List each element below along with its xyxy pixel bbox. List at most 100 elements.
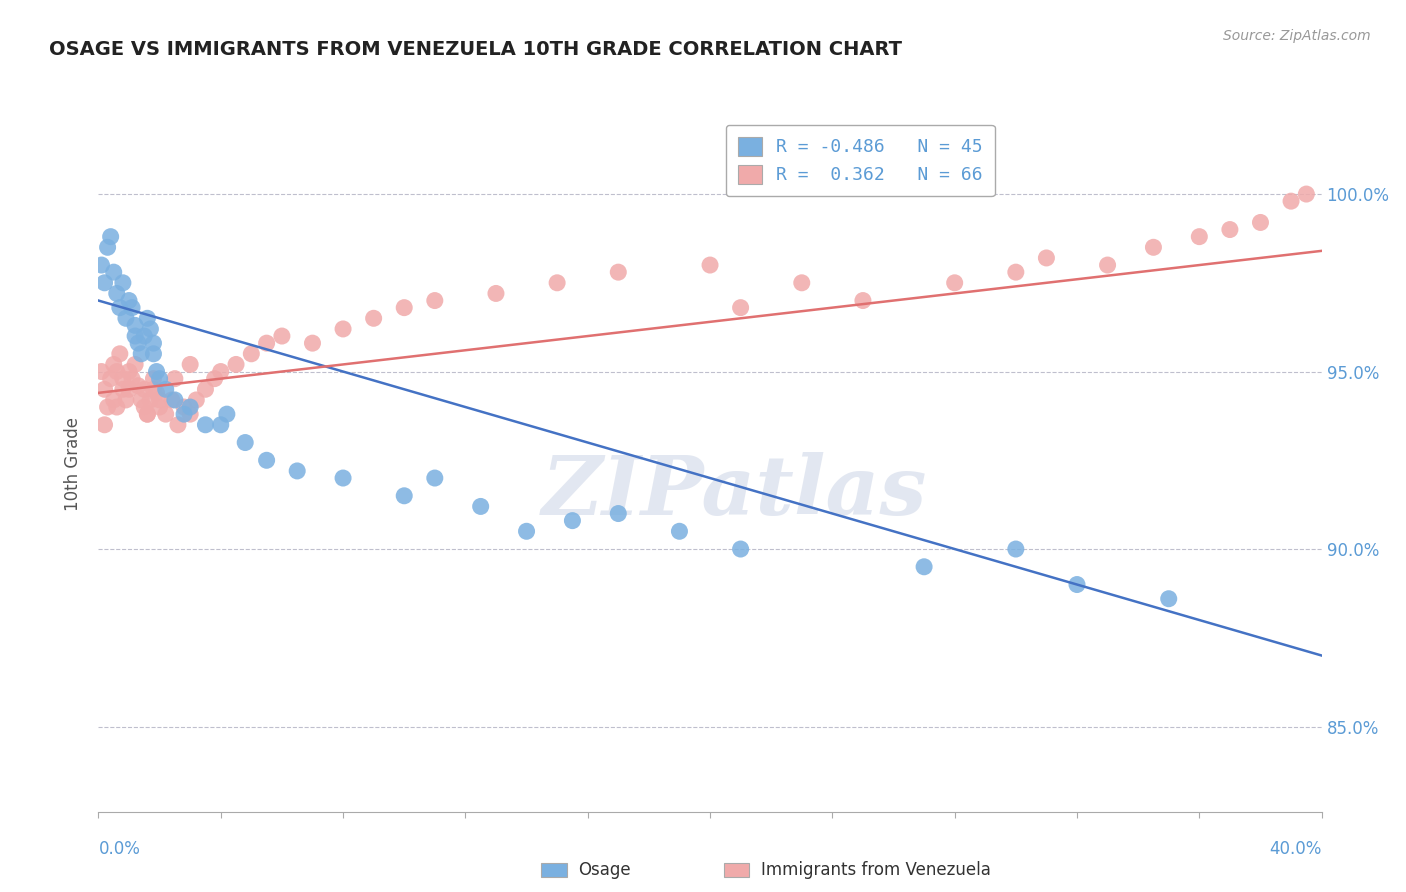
Point (118, 365, 141, 379)
Point (108, 347, 131, 361)
Point (115, 311, 138, 326)
Point (111, 371, 134, 385)
Y-axis label: 10th Grade: 10th Grade (65, 417, 83, 511)
Text: OSAGE VS IMMIGRANTS FROM VENEZUELA 10TH GRADE CORRELATION CHART: OSAGE VS IMMIGRANTS FROM VENEZUELA 10TH … (49, 40, 903, 59)
Point (179, 358, 201, 372)
Point (1279, 194, 1302, 209)
Point (124, 318, 146, 333)
Point (155, 407, 177, 421)
Point (852, 293, 875, 308)
Point (516, 524, 538, 539)
Point (204, 371, 226, 385)
Text: Immigrants from Venezuela: Immigrants from Venezuela (761, 861, 990, 879)
Point (1157, 591, 1180, 606)
Point (1066, 577, 1088, 591)
Point (93, 417, 115, 432)
Point (134, 400, 156, 414)
Point (93, 276, 115, 290)
Point (121, 371, 143, 385)
Point (607, 507, 630, 521)
Point (301, 336, 323, 351)
Text: 0.0%: 0.0% (98, 839, 141, 857)
Point (108, 301, 131, 315)
Point (209, 365, 232, 379)
Point (225, 358, 247, 372)
Point (392, 301, 416, 315)
Point (129, 347, 152, 361)
Point (699, 258, 721, 272)
Point (392, 489, 416, 503)
Point (1188, 229, 1211, 244)
Point (145, 385, 167, 400)
Point (136, 311, 159, 326)
Point (1004, 265, 1026, 279)
Point (470, 500, 492, 514)
Point (363, 311, 385, 326)
Point (97, 240, 120, 254)
Point (90, 365, 112, 379)
Point (111, 382, 134, 396)
Point (943, 276, 966, 290)
Point (115, 392, 138, 407)
Point (215, 407, 238, 421)
Point (124, 358, 146, 372)
Point (194, 417, 217, 432)
Point (103, 265, 125, 279)
Text: ZIPatlas: ZIPatlas (541, 451, 927, 532)
Point (118, 293, 141, 308)
Point (240, 347, 263, 361)
Point (332, 322, 354, 336)
Point (790, 276, 813, 290)
Point (173, 400, 195, 414)
Point (423, 471, 446, 485)
Point (607, 265, 630, 279)
Point (160, 392, 183, 407)
Point (93, 382, 115, 396)
Point (127, 336, 149, 351)
Point (97, 400, 120, 414)
Point (730, 301, 752, 315)
Point (149, 400, 172, 414)
Point (546, 276, 568, 290)
Point (129, 392, 152, 407)
Point (332, 471, 354, 485)
Point (100, 371, 122, 385)
Point (186, 392, 208, 407)
Legend: R = -0.486   N = 45, R =  0.362   N = 66: R = -0.486 N = 45, R = 0.362 N = 66 (725, 125, 995, 196)
Point (134, 329, 156, 343)
Point (155, 382, 177, 396)
Point (163, 392, 186, 407)
Point (1295, 187, 1317, 202)
Point (209, 417, 232, 432)
Point (142, 371, 165, 385)
Point (256, 453, 278, 467)
Point (1035, 251, 1057, 265)
Point (912, 559, 935, 574)
Point (134, 382, 156, 396)
Point (163, 371, 186, 385)
Point (90, 258, 112, 272)
Point (103, 392, 125, 407)
Point (142, 347, 165, 361)
Point (105, 400, 128, 414)
Point (142, 382, 165, 396)
Point (167, 417, 190, 432)
Point (285, 464, 308, 478)
Point (111, 276, 134, 290)
Point (103, 358, 125, 372)
Point (179, 407, 201, 421)
Point (118, 382, 141, 396)
Point (1219, 222, 1241, 236)
Point (139, 322, 162, 336)
Point (1097, 258, 1119, 272)
Point (1249, 215, 1271, 229)
Point (105, 365, 128, 379)
Point (127, 378, 149, 392)
Point (142, 336, 165, 351)
Text: Source: ZipAtlas.com: Source: ZipAtlas.com (1223, 29, 1371, 43)
Point (149, 371, 172, 385)
Point (149, 392, 172, 407)
Point (561, 514, 583, 528)
Point (121, 301, 143, 315)
Point (233, 435, 256, 450)
